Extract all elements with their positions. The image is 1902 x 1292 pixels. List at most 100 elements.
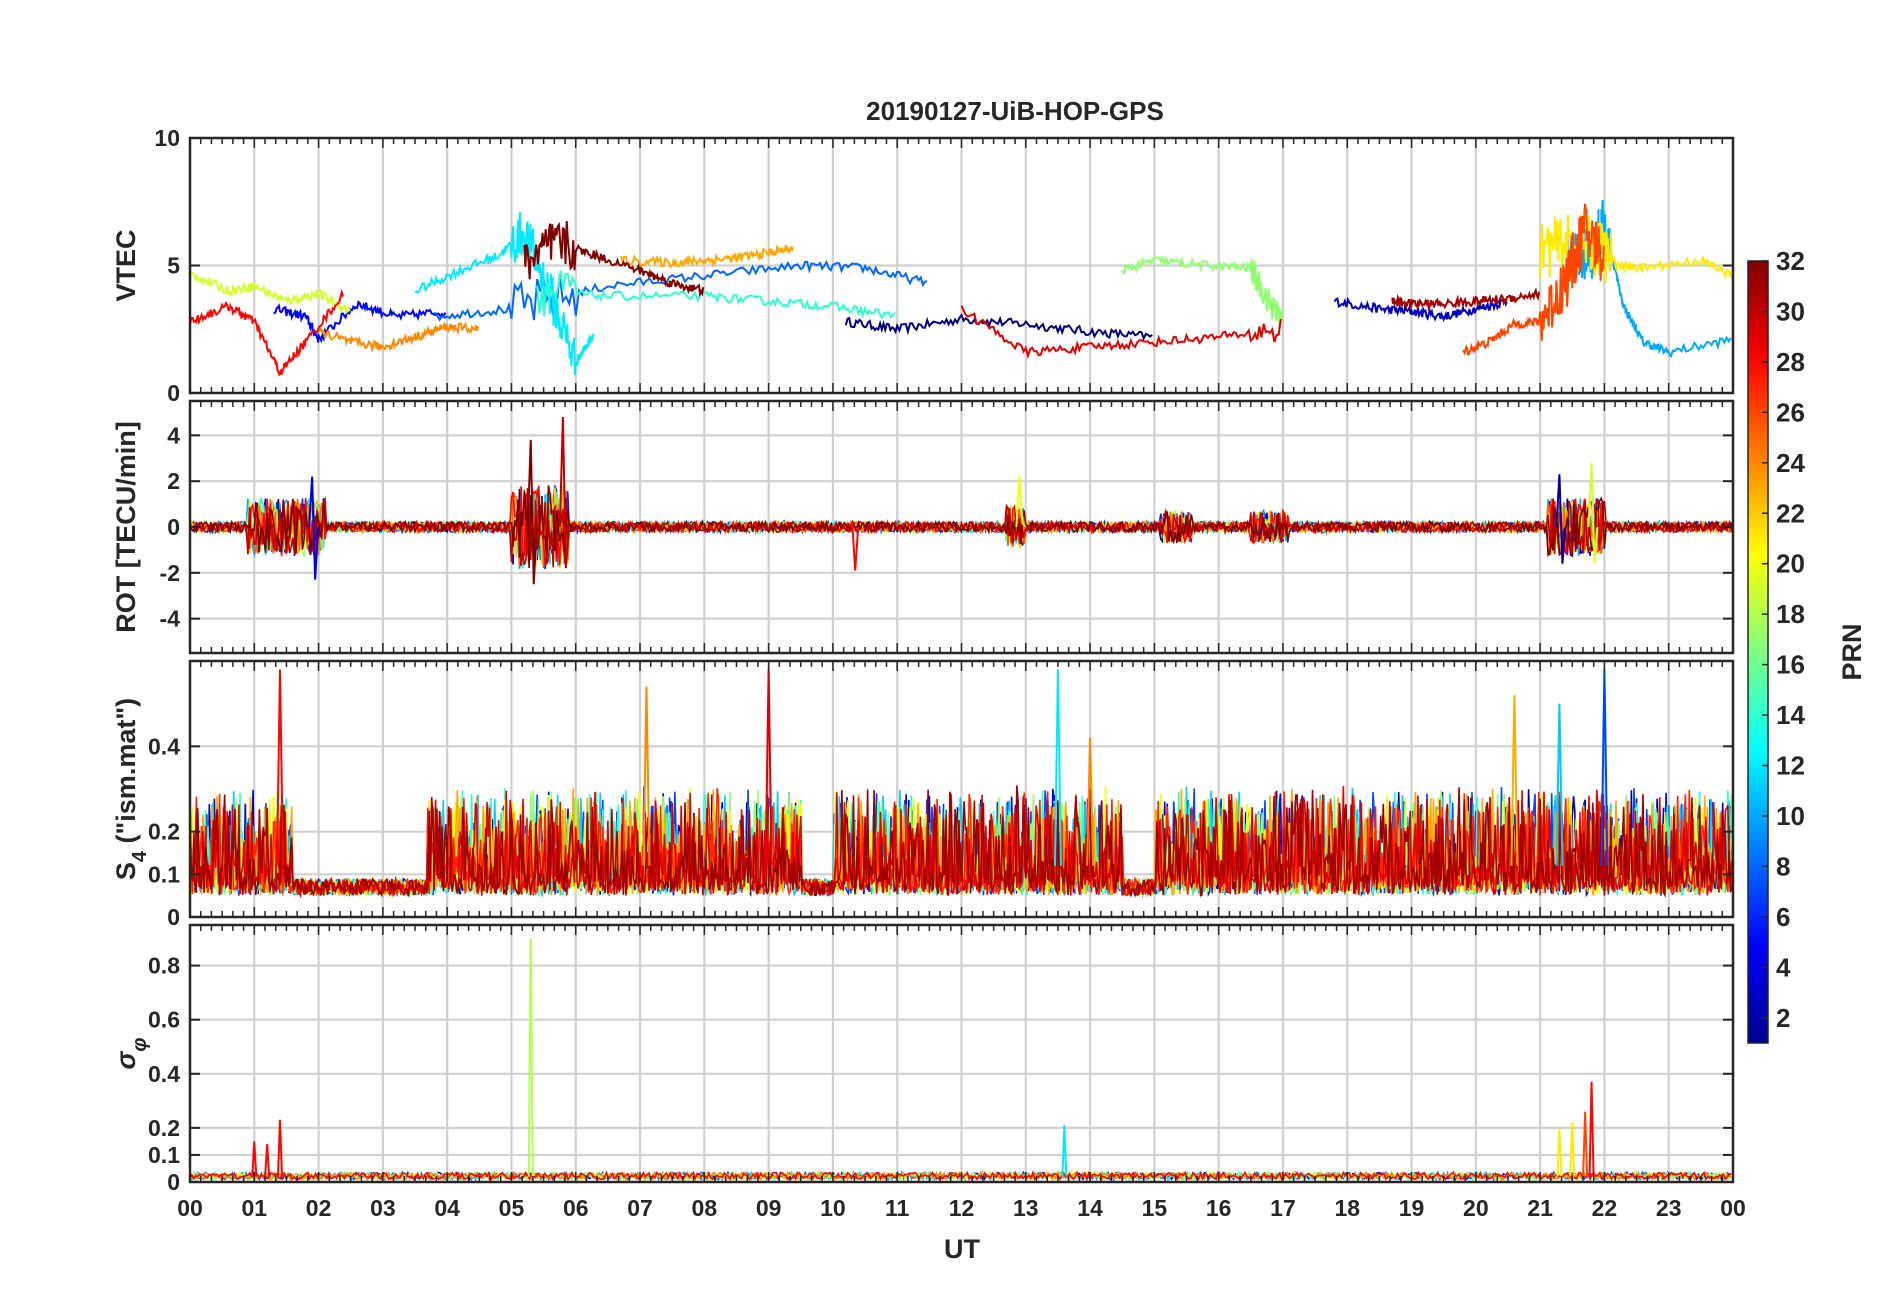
panel-4: 00.10.2 0.4 0.6 0.8 σφ — [111, 923, 1735, 1195]
colorbar-tick-label: 8 — [1776, 851, 1790, 881]
rot-series-prn-32 — [190, 485, 1733, 569]
vtec-series-prn-1 — [844, 313, 1153, 342]
rot-spike — [526, 439, 538, 585]
x-tick-label: 11 — [885, 1195, 910, 1221]
sigma-spike — [1588, 1081, 1595, 1177]
y-tick-label: 0.1 — [148, 861, 180, 887]
colorbar-tick-label: 2 — [1776, 1003, 1790, 1033]
x-tick-label: 00 — [1720, 1195, 1746, 1221]
rot-spike — [848, 519, 860, 571]
vtec-series-prn-32 — [523, 221, 705, 298]
s4-series-prn-23 — [190, 788, 1733, 898]
s4-series-prn-31 — [190, 785, 1733, 899]
x-tick-label: 05 — [499, 1195, 525, 1221]
colorbar-tick-label: 10 — [1776, 801, 1805, 831]
y-tick-label: 0 — [167, 1169, 180, 1195]
panel-1: 0 5 10 VTEC — [111, 125, 1735, 406]
x-tick-label: 01 — [241, 1195, 267, 1221]
x-tick-label: 16 — [1206, 1195, 1232, 1221]
x-tick-label: 08 — [692, 1195, 718, 1221]
x-tick-label: 04 — [434, 1195, 460, 1221]
sigma-spike — [527, 938, 534, 1177]
y-tick-label: 0.6 — [148, 1007, 180, 1033]
colorbar-tick-label: 4 — [1776, 952, 1791, 982]
y-tick-label: 0.2 — [148, 819, 180, 845]
vtec-series-prn-17 — [1121, 254, 1284, 330]
colorbar-tick-label: 24 — [1776, 448, 1805, 478]
colorbar-label: PRN — [1837, 623, 1867, 680]
vtec-series-prn-19 — [190, 269, 351, 315]
vtec-series-prn-12 — [414, 212, 595, 376]
colorbar-tick-label: 14 — [1776, 700, 1805, 730]
x-tick-label: 17 — [1270, 1195, 1296, 1221]
panel-traces — [190, 669, 1733, 899]
y-tick-label: 0.4 — [148, 733, 180, 759]
y-tick-label: 5 — [167, 253, 180, 279]
sigma-spike — [1556, 1127, 1563, 1177]
chart-title: 20190127-UiB-HOP-GPS — [866, 96, 1164, 126]
x-tick-label: 18 — [1334, 1195, 1360, 1221]
s4-spike — [1555, 703, 1564, 866]
s4-spike — [1086, 737, 1095, 866]
y-axis-label: ROT [TECU/min] — [111, 421, 141, 632]
y-tick-label: 0 — [167, 904, 180, 930]
y-tick-label: 0.2 — [148, 1115, 180, 1141]
colorbar-tick-label: 20 — [1776, 549, 1805, 579]
x-tick-label: 07 — [627, 1195, 653, 1221]
y-tick-label: -4 — [160, 606, 181, 632]
vtec-series-prn-29 — [960, 305, 1282, 360]
sigma-spike — [277, 1119, 284, 1177]
x-tick-label: 14 — [1077, 1195, 1103, 1221]
y-tick-label: 0 — [167, 514, 180, 540]
sigma-spike — [1582, 1111, 1589, 1177]
colorbar-tick-label: 6 — [1776, 902, 1790, 932]
x-tick-label: 10 — [820, 1195, 846, 1221]
sigma-spike — [1569, 1122, 1576, 1177]
rot-spike — [1587, 462, 1599, 564]
colorbar-tick-label: 12 — [1776, 751, 1805, 781]
panel-traces — [190, 417, 1733, 585]
y-axis-label: VTEC — [111, 229, 141, 301]
panel-2: -4 -2 0 2 4 ROT [TECU/min] — [111, 399, 1735, 655]
panel-traces — [190, 199, 1733, 377]
rot-spike — [1015, 476, 1027, 528]
x-tick-label: 19 — [1399, 1195, 1425, 1221]
sigma-spike — [1061, 1125, 1068, 1177]
vtec-series-prn-8 — [433, 259, 928, 322]
y-axis-label: σφ — [111, 1038, 151, 1070]
x-tick-label: 20 — [1463, 1195, 1489, 1221]
rot-spike — [308, 476, 320, 580]
y-tick-label: 0.4 — [148, 1061, 180, 1087]
rot-spike — [558, 417, 570, 569]
x-tick-label: 21 — [1527, 1195, 1553, 1221]
colorbar-tick-label: 18 — [1776, 599, 1805, 629]
s4-spike — [642, 686, 651, 866]
x-tick-label: 02 — [306, 1195, 332, 1221]
s4-spike — [1510, 695, 1519, 866]
x-tick-label: 23 — [1656, 1195, 1682, 1221]
x-tick-label: 22 — [1592, 1195, 1618, 1221]
y-tick-label: 10 — [154, 125, 180, 151]
x-tick-label: 03 — [370, 1195, 396, 1221]
colorbar-tick-label: 28 — [1776, 347, 1805, 377]
colorbar-tick-label: 16 — [1776, 650, 1805, 680]
colorbar-gradient — [1747, 260, 1769, 1044]
y-tick-label: 0 — [167, 380, 180, 406]
s4-spike — [276, 669, 285, 866]
y-tick-label: 0.8 — [148, 953, 180, 979]
x-tick-label: 06 — [563, 1195, 589, 1221]
x-tick-label: 00 — [177, 1195, 203, 1221]
vtec-series-prn-28 — [190, 288, 344, 377]
vtec-series-prn-5 — [273, 300, 447, 344]
y-axis-label: S4 ("ism.mat") — [111, 698, 151, 880]
vtec-series-prn-23 — [619, 244, 794, 269]
panel-3: 0 0.1 0.2 0.4S4 ("ism.mat") — [111, 659, 1735, 930]
vtec-series-prn-14 — [536, 270, 896, 320]
x-axis-label: UT — [944, 1234, 980, 1264]
x-tick-label: 15 — [1142, 1195, 1168, 1221]
colorbar-tick-label: 32 — [1776, 246, 1805, 276]
y-tick-label: 2 — [167, 468, 180, 494]
